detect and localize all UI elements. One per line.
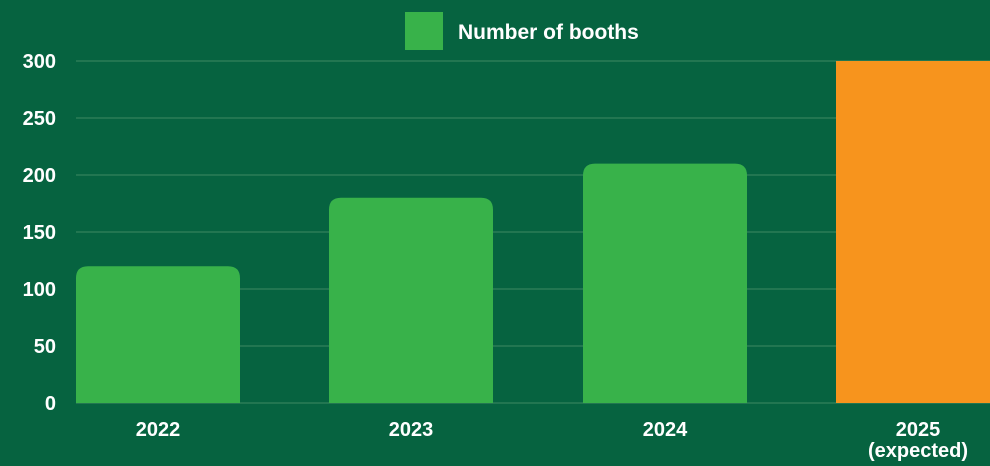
x-tick-label: 2024 [643,419,688,441]
x-tick-label: 2022 [136,419,181,441]
bar-0 [76,266,240,403]
y-tick-label: 50 [34,336,56,358]
legend-label: Number of booths [458,21,639,44]
x-tick-label: 2025 (expected) [868,419,968,462]
y-axis-ticks: 0 50 100 150 200 250 300 [23,51,56,415]
y-tick-label: 200 [23,165,56,187]
y-tick-label: 150 [23,222,56,244]
bars [76,61,990,403]
bar-2 [583,163,747,403]
x-axis-ticks: 2022 2023 2024 2025 (expected) [136,419,968,462]
y-tick-label: 100 [23,279,56,301]
bar-1 [329,197,493,403]
bar-3 [836,61,990,403]
y-tick-label: 0 [45,393,56,415]
legend: Number of booths [405,12,639,50]
x-tick-label: 2023 [389,419,434,441]
legend-swatch [405,12,443,50]
y-tick-label: 300 [23,51,56,73]
y-tick-label: 250 [23,108,56,130]
